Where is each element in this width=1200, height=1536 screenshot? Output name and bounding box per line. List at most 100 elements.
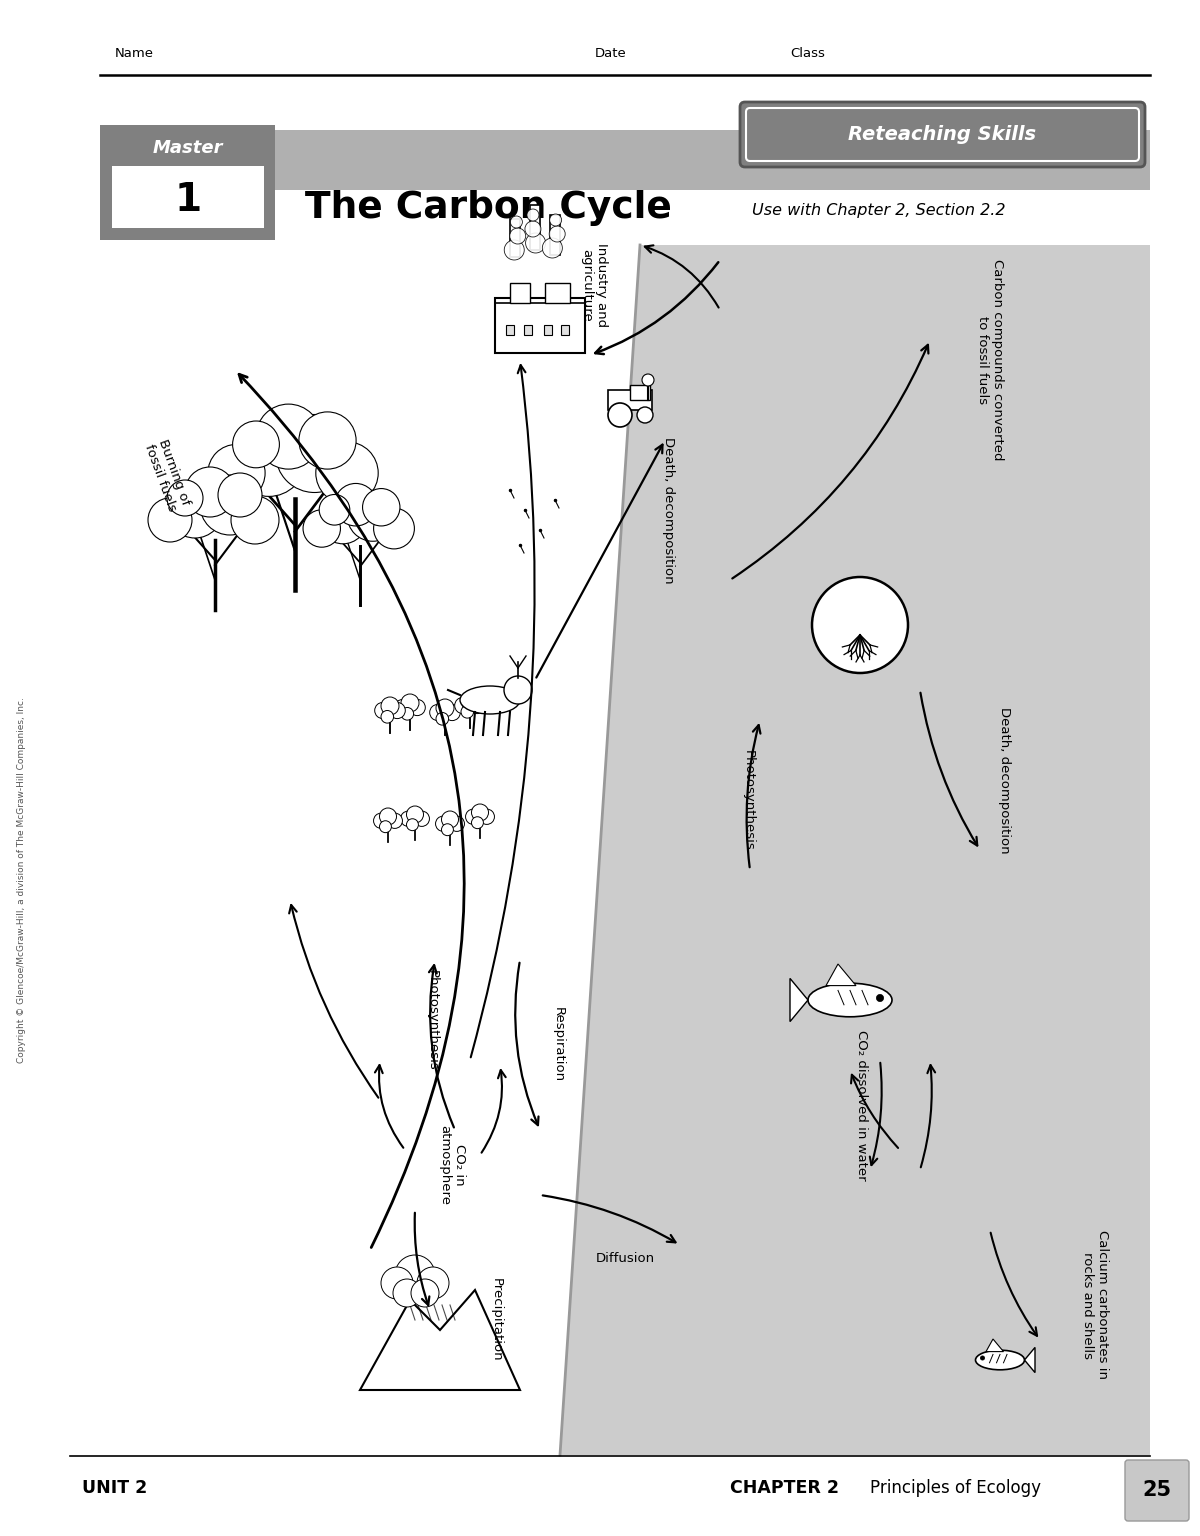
Circle shape	[550, 214, 562, 226]
FancyBboxPatch shape	[746, 108, 1139, 161]
FancyBboxPatch shape	[1126, 1461, 1189, 1521]
Text: CHAPTER 2: CHAPTER 2	[730, 1479, 839, 1498]
Circle shape	[449, 816, 464, 831]
Polygon shape	[560, 246, 1150, 1455]
Circle shape	[407, 819, 419, 831]
Circle shape	[442, 811, 458, 828]
Circle shape	[812, 578, 908, 673]
Circle shape	[208, 444, 265, 502]
Circle shape	[608, 402, 632, 427]
Circle shape	[550, 226, 565, 243]
Bar	[630, 386, 650, 399]
Circle shape	[233, 421, 280, 468]
Bar	[100, 124, 275, 240]
Circle shape	[389, 702, 406, 719]
Circle shape	[401, 811, 416, 826]
Text: Reteaching Skills: Reteaching Skills	[848, 124, 1036, 143]
Text: Principles of Ecology: Principles of Ecology	[870, 1479, 1042, 1498]
Circle shape	[469, 697, 485, 714]
Circle shape	[414, 811, 430, 826]
Circle shape	[436, 713, 449, 725]
Circle shape	[374, 702, 391, 719]
Circle shape	[379, 820, 391, 833]
Bar	[510, 283, 530, 303]
Circle shape	[185, 467, 235, 518]
Circle shape	[304, 510, 341, 547]
Circle shape	[319, 496, 367, 544]
Circle shape	[409, 699, 425, 716]
Circle shape	[418, 1267, 449, 1299]
Circle shape	[299, 412, 356, 468]
Circle shape	[526, 233, 546, 253]
Polygon shape	[1025, 1347, 1034, 1373]
Circle shape	[444, 705, 461, 720]
Text: Precipitation: Precipitation	[490, 1278, 503, 1362]
Bar	[524, 326, 532, 335]
Circle shape	[527, 209, 539, 221]
Circle shape	[642, 373, 654, 386]
Circle shape	[276, 415, 354, 493]
Text: Photosynthesis: Photosynthesis	[742, 750, 755, 851]
Circle shape	[980, 1356, 985, 1359]
Text: CO₂ dissolved in water: CO₂ dissolved in water	[856, 1029, 869, 1180]
Text: Use with Chapter 2, Section 2.2: Use with Chapter 2, Section 2.2	[752, 203, 1006, 218]
Bar	[530, 204, 540, 250]
Circle shape	[335, 484, 377, 525]
Circle shape	[479, 809, 494, 825]
Circle shape	[167, 482, 223, 538]
Bar	[496, 298, 586, 353]
Text: 25: 25	[1142, 1481, 1171, 1501]
Circle shape	[347, 490, 398, 541]
Circle shape	[382, 697, 398, 714]
Polygon shape	[790, 978, 808, 1021]
Circle shape	[410, 1279, 439, 1307]
Text: Class: Class	[790, 48, 824, 60]
Text: Diffusion: Diffusion	[595, 1252, 654, 1264]
Circle shape	[430, 705, 446, 720]
Circle shape	[637, 407, 653, 422]
Circle shape	[373, 813, 389, 828]
Circle shape	[876, 994, 883, 1001]
Circle shape	[442, 823, 454, 836]
Circle shape	[510, 227, 526, 244]
Text: Respiration: Respiration	[552, 1008, 564, 1083]
Circle shape	[461, 693, 479, 710]
Text: UNIT 2: UNIT 2	[82, 1479, 148, 1498]
Circle shape	[504, 240, 524, 260]
Circle shape	[256, 404, 322, 468]
Circle shape	[455, 697, 470, 714]
Circle shape	[148, 498, 192, 542]
Circle shape	[472, 803, 488, 822]
Circle shape	[395, 699, 410, 716]
Circle shape	[379, 808, 396, 825]
Bar	[112, 166, 264, 227]
Circle shape	[362, 488, 400, 525]
Circle shape	[524, 221, 541, 237]
Text: Date: Date	[595, 48, 626, 60]
FancyBboxPatch shape	[740, 101, 1145, 167]
Text: Death, decomposition: Death, decomposition	[998, 707, 1012, 854]
Text: Burning of
fossil fuels: Burning of fossil fuels	[142, 438, 192, 513]
Bar	[550, 215, 560, 255]
Circle shape	[542, 238, 563, 258]
Bar	[608, 390, 652, 410]
Text: Death, decomposition: Death, decomposition	[661, 436, 674, 584]
Ellipse shape	[460, 687, 520, 714]
Circle shape	[233, 424, 305, 496]
Circle shape	[401, 708, 414, 720]
Circle shape	[373, 508, 414, 548]
Circle shape	[382, 711, 394, 723]
Text: Carbon compounds converted
to fossil fuels: Carbon compounds converted to fossil fue…	[976, 260, 1004, 461]
Bar	[100, 131, 1150, 190]
Circle shape	[388, 813, 402, 828]
Polygon shape	[826, 965, 856, 986]
Text: Calcium carbonates in
rocks and shells: Calcium carbonates in rocks and shells	[1081, 1230, 1109, 1379]
Circle shape	[504, 676, 532, 703]
Circle shape	[466, 809, 481, 825]
Polygon shape	[360, 1290, 520, 1390]
Text: Copyright © Glencoe/McGraw-Hill, a division of The McGraw-Hill Companies, Inc.: Copyright © Glencoe/McGraw-Hill, a divis…	[18, 697, 26, 1063]
Text: CO₂ in
atmosphere: CO₂ in atmosphere	[438, 1124, 466, 1206]
Circle shape	[461, 705, 474, 719]
Text: Industry and
agriculture: Industry and agriculture	[580, 243, 608, 327]
Circle shape	[382, 1267, 413, 1299]
